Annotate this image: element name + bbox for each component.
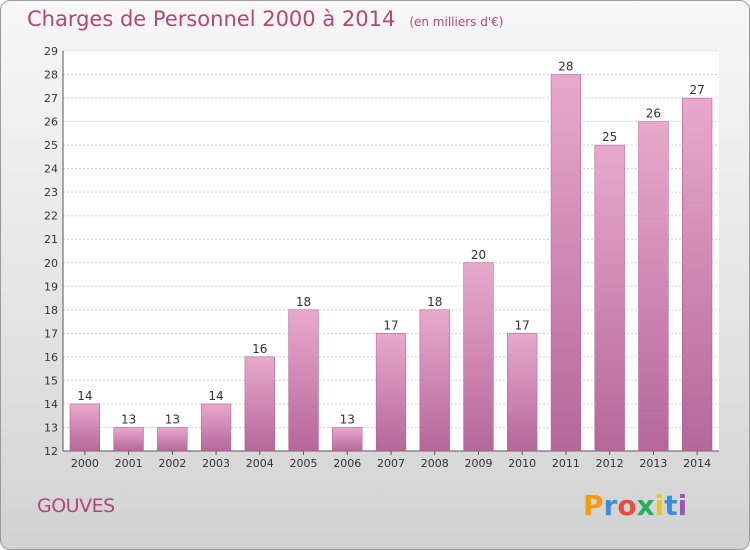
x-tick-label: 2014 [683,457,711,470]
y-tick-label: 28 [44,69,58,82]
data-label-2006: 13 [340,412,355,426]
y-tick-label: 12 [44,445,58,458]
y-tick-label: 27 [44,92,58,105]
y-tick-label: 26 [44,116,58,129]
data-label-2001: 13 [121,412,136,426]
y-tick-label: 24 [44,163,58,176]
bar-2005 [288,309,319,452]
data-label-2008: 18 [427,295,442,309]
bar-2009 [463,262,494,452]
x-tick-label: 2011 [552,457,580,470]
proxiti-logo[interactable]: Proxiti [583,489,687,522]
commune-name: GOUVES [37,495,115,517]
chart-subtitle: (en milliers d'€) [409,15,504,29]
y-tick-label: 13 [44,421,58,434]
x-tick-label: 2009 [464,457,492,470]
data-label-2011: 28 [558,60,573,74]
x-tick-label: 2004 [246,457,274,470]
logo-letter: i [654,489,665,522]
bar-2000 [69,403,100,452]
logo-letter: i [677,489,688,522]
x-tick-label: 2013 [639,457,667,470]
data-label-2013: 26 [646,107,661,121]
x-tick-label: 2012 [596,457,624,470]
y-tick-label: 16 [44,351,58,364]
data-label-2005: 18 [296,295,311,309]
logo-letter: t [664,489,678,522]
y-tick-label: 29 [44,45,58,58]
y-tick-label: 14 [44,398,58,411]
logo-letter: P [583,489,604,522]
bars [69,74,713,452]
data-label-2004: 16 [252,342,267,356]
x-tick-label: 2001 [115,457,143,470]
x-tick-label: 2002 [158,457,186,470]
data-label-2003: 14 [208,389,223,403]
y-tick-label: 22 [44,210,58,223]
logo-letter: o [617,489,637,522]
data-label-2010: 17 [515,318,530,332]
bar-2011 [550,74,582,452]
bar-2006 [332,427,363,452]
y-tick-label: 21 [44,233,58,246]
bar-2012 [594,144,625,452]
chart-title: Charges de Personnel 2000 à 2014 (en mill… [27,7,503,31]
x-tick-label: 2010 [508,457,536,470]
y-tick-label: 20 [44,257,58,270]
y-tick-label: 17 [44,327,58,340]
y-tick-label: 23 [44,186,58,199]
x-tick-label: 2005 [290,457,318,470]
bar-2007 [375,333,407,452]
logo-letter: x [636,489,655,522]
bar-2004 [244,356,275,452]
y-tick-label: 18 [44,304,58,317]
bar-2003 [200,403,232,452]
x-tick-label: 2007 [377,457,405,470]
x-tick-label: 2003 [202,457,230,470]
x-tick-label: 2008 [421,457,449,470]
y-tick-label: 15 [44,374,58,387]
bar-2002 [157,427,188,452]
x-tick-label: 2000 [71,457,99,470]
y-tick-label: 25 [44,139,58,152]
bar-2008 [419,309,450,452]
bar-2013 [638,121,669,452]
data-label-2009: 20 [471,248,486,262]
bar-2010 [507,333,538,452]
bar-2014 [682,97,713,452]
logo-letter: r [603,489,618,522]
data-label-2002: 13 [165,412,180,426]
data-label-2014: 27 [689,83,704,97]
bar-2001 [113,427,144,452]
y-tick-label: 19 [44,280,58,293]
chart-title-text: Charges de Personnel 2000 à 2014 [27,7,396,31]
data-label-2012: 25 [602,130,617,144]
x-tick-label: 2006 [333,457,361,470]
data-label-2000: 14 [77,389,92,403]
labels: 12 13 14 15 16 17 18 19 20 21 22 23 24 25 26 27 28 29 2000… [44,45,711,470]
data-label-2007: 17 [383,318,398,332]
